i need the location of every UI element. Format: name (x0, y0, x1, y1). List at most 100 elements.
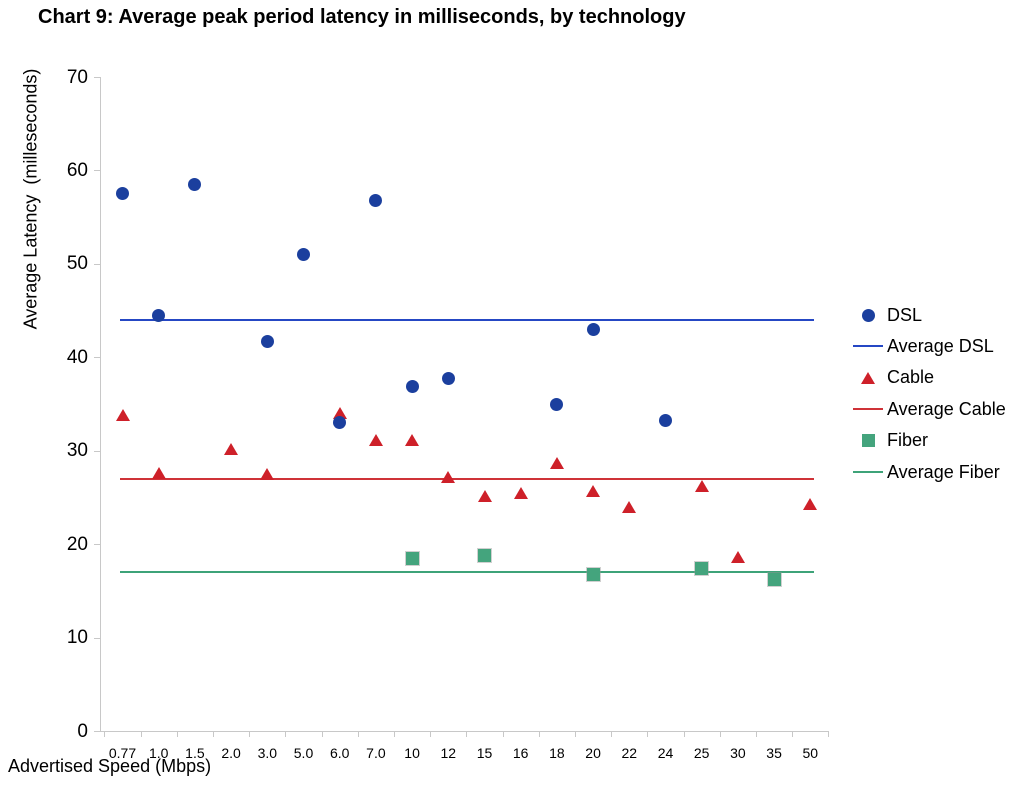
cable-point (730, 551, 745, 564)
x-tick-label: 6.0 (329, 745, 350, 761)
legend-label: DSL (887, 304, 923, 325)
dsl-point (188, 177, 202, 191)
x-tick (394, 731, 395, 737)
legend-item-dsl: DSL (852, 300, 922, 330)
y-tick (94, 77, 100, 78)
x-tick (647, 731, 649, 737)
x-tick-label: 25 (693, 745, 710, 761)
x-tick-label: 22 (621, 745, 638, 761)
circle-swatch-icon (852, 308, 884, 322)
y-tick-label: 70 (66, 66, 88, 88)
x-tick-label: 16 (512, 745, 529, 761)
cable-point (368, 433, 383, 446)
x-tick-label: 1.5 (185, 745, 205, 761)
x-axis-title: Advertised Speed (Mbps) (8, 756, 212, 776)
dsl-point (152, 308, 166, 322)
y-tick-label: 0 (77, 720, 88, 742)
fiber-point (695, 561, 709, 575)
x-tick-label: 35 (766, 745, 782, 761)
x-tick-label: 18 (549, 745, 565, 761)
x-tick-label: 0.77 (108, 745, 137, 761)
legend-label: Fiber (887, 430, 929, 451)
dsl-point (369, 193, 383, 207)
x-tick (719, 731, 721, 737)
y-tick (94, 731, 100, 732)
triangle-swatch-icon (852, 371, 884, 384)
x-tick-label: 5.0 (293, 745, 314, 761)
legend-label: Average Cable (887, 398, 1006, 419)
legend-label: Average DSL (887, 335, 994, 356)
x-tick (575, 731, 576, 737)
x-tick-label: 1.0 (148, 745, 169, 761)
cable-point (694, 480, 709, 493)
y-tick-label: 10 (66, 627, 88, 649)
legend-item-cable: Cable (852, 363, 934, 393)
dsl-point (297, 248, 310, 261)
cable-point (477, 489, 492, 502)
line-swatch-icon (852, 471, 884, 473)
cable-point (115, 409, 130, 422)
dsl-point (116, 187, 129, 201)
dsl-point (405, 379, 419, 393)
dsl-point (659, 414, 672, 428)
x-tick (176, 731, 178, 737)
average-dsl-line (119, 318, 815, 321)
legend-item-fiber: Fiber (852, 426, 928, 456)
x-tick (140, 731, 142, 737)
cable-point (405, 433, 420, 446)
fiber-point (767, 573, 781, 587)
y-axis-title: Average Latency (milleseconds) (20, 68, 41, 330)
y-tick (94, 544, 100, 546)
legend-label: Average Fiber (887, 461, 1000, 482)
y-tick (94, 357, 100, 359)
x-tick (321, 731, 323, 737)
x-tick (828, 731, 830, 737)
y-tick-label: 50 (66, 253, 88, 275)
x-axis-spine (100, 731, 829, 732)
square-swatch-icon (852, 434, 884, 448)
average-fiber-line (119, 571, 815, 574)
fiber-point (478, 548, 491, 562)
y-tick-label: 40 (66, 346, 88, 368)
cable-point (224, 442, 239, 455)
y-tick-label: 30 (66, 440, 88, 462)
x-tick-label: 30 (730, 745, 746, 761)
x-tick-label: 15 (476, 745, 493, 761)
average-cable-line (119, 477, 815, 480)
legend-item-average-fiber: Average Fiber (852, 457, 1000, 487)
x-tick-label: 10 (404, 745, 420, 761)
x-tick-label: 7.0 (366, 745, 386, 761)
y-axis-spine (100, 77, 101, 731)
y-tick (94, 263, 100, 265)
x-tick (213, 731, 214, 737)
x-tick (357, 731, 359, 737)
x-tick-label: 3.0 (257, 745, 278, 761)
cable-point (151, 467, 166, 480)
legend-item-average-cable: Average Cable (852, 394, 1006, 424)
cable-point (513, 486, 528, 499)
cable-point (549, 456, 564, 469)
x-tick (792, 731, 794, 737)
x-tick (538, 731, 540, 737)
dsl-point (333, 416, 347, 430)
cable-point (441, 470, 456, 483)
x-tick (285, 731, 287, 737)
cable-point (586, 484, 601, 497)
legend-item-average-dsl: Average DSL (852, 331, 994, 361)
line-swatch-icon (852, 345, 884, 348)
cable-point (260, 468, 275, 481)
x-tick (502, 731, 504, 737)
dsl-point (586, 322, 600, 336)
y-tick (94, 170, 100, 172)
legend-label: Cable (887, 367, 935, 388)
x-tick-label: 20 (585, 745, 601, 761)
x-tick (611, 731, 613, 737)
x-tick (466, 731, 468, 737)
dsl-point (260, 334, 274, 348)
fiber-point (405, 551, 419, 565)
x-tick (104, 731, 106, 737)
x-tick-label: 2.0 (221, 745, 241, 761)
dsl-point (441, 372, 455, 386)
